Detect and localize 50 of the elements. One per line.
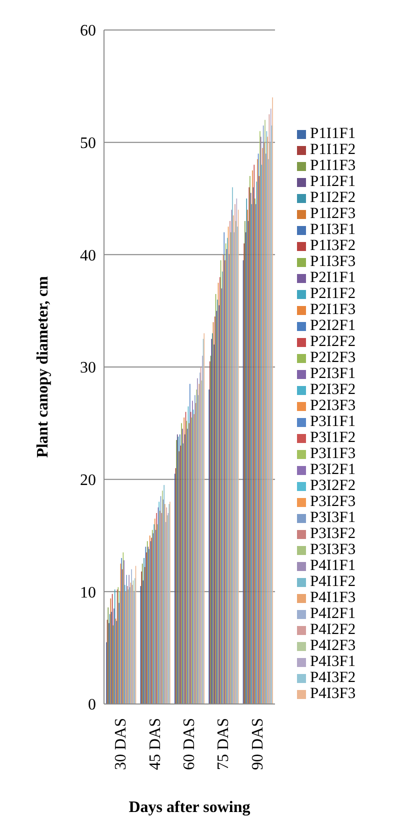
legend-label: P3I2F1	[310, 461, 356, 478]
y-tick-label: 0	[88, 696, 96, 714]
legend-label: P2I3F3	[310, 397, 356, 414]
legend-label: P1I3F3	[310, 253, 356, 270]
legend-label: P4I1F3	[310, 589, 356, 606]
legend-label: P1I3F1	[310, 221, 356, 238]
x-axis-title: Days after sowing	[128, 799, 250, 816]
legend-label: P2I1F1	[310, 269, 356, 286]
legend-label: P4I1F2	[310, 573, 356, 590]
y-tick-label: 20	[80, 472, 96, 490]
legend-label: P3I1F1	[310, 413, 356, 430]
y-tick-label: 50	[80, 135, 96, 152]
legend-label: P2I2F2	[310, 333, 356, 350]
legend-label: P4I2F1	[310, 605, 356, 622]
legend-label: P1I2F3	[310, 205, 356, 222]
x-tick-label: 90 DAS	[249, 718, 266, 770]
legend-label: P3I1F2	[310, 429, 356, 446]
legend-label: P1I1F2	[310, 141, 356, 158]
legend-label: P3I2F3	[310, 493, 356, 510]
x-tick-label: 30 DAS	[112, 718, 130, 770]
legend-label: P1I3F2	[310, 237, 356, 254]
legend-label: P2I2F3	[310, 349, 356, 366]
legend-label: P2I1F3	[310, 301, 356, 318]
legend-label: P2I3F1	[310, 365, 356, 382]
y-tick-label: 60	[80, 22, 96, 40]
legend-label: P3I3F1	[310, 509, 356, 526]
legend-label: P2I2F1	[310, 317, 356, 334]
legend-label: P3I3F3	[310, 541, 356, 558]
legend-label: P4I1F1	[310, 557, 356, 574]
legend-label: P4I3F3	[310, 685, 356, 702]
y-tick-label: 30	[80, 360, 96, 377]
y-tick-label: 40	[80, 247, 96, 264]
legend-label: P4I3F1	[310, 653, 356, 670]
legend-label: P4I2F2	[310, 621, 356, 638]
x-tick-label: 60 DAS	[181, 718, 198, 770]
x-tick-label: 45 DAS	[146, 718, 164, 770]
legend-label: P4I3F2	[310, 669, 356, 686]
legend-label: P3I3F2	[310, 525, 356, 542]
legend-label: P1I1F3	[310, 157, 356, 174]
legend-label: P4I2F3	[310, 637, 356, 654]
y-tick-label: 10	[80, 584, 96, 602]
x-tick-label: 75 DAS	[215, 718, 232, 770]
legend-label: P1I2F1	[310, 173, 356, 190]
legend-label: P2I1F2	[310, 285, 356, 302]
legend-label: P2I3F2	[310, 381, 356, 398]
legend-label: P3I1F3	[310, 445, 356, 462]
legend-label: P3I2F2	[310, 477, 356, 494]
legend-label: P1I1F1	[310, 125, 356, 142]
y-axis-title: Plant canopy diameter, cm	[34, 276, 52, 458]
legend-label: P1I2F2	[310, 189, 356, 206]
